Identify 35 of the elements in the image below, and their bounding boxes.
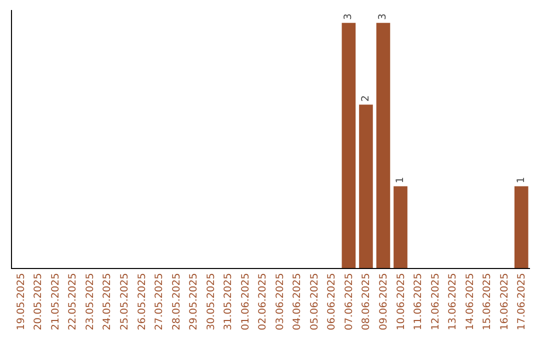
data-label: 3 bbox=[378, 14, 389, 20]
x-tick-label: 27.05.2025 bbox=[154, 273, 166, 330]
x-tick-label: 13.06.2025 bbox=[448, 273, 459, 330]
x-tick-label: 19.05.2025 bbox=[16, 273, 27, 330]
x-tick-label: 02.06.2025 bbox=[258, 273, 269, 330]
x-tick-label: 06.06.2025 bbox=[326, 273, 338, 330]
x-tick-label: 28.05.2025 bbox=[171, 273, 182, 330]
x-tick-label: 20.05.2025 bbox=[33, 273, 44, 330]
x-tick-label: 24.05.2025 bbox=[102, 273, 114, 330]
x-tick-label: 21.05.2025 bbox=[50, 273, 62, 330]
x-tick-label: 09.06.2025 bbox=[378, 273, 390, 330]
data-label: 3 bbox=[343, 14, 354, 20]
x-tick-label: 07.06.2025 bbox=[344, 273, 355, 330]
x-tick-label: 29.05.2025 bbox=[188, 273, 200, 330]
x-tick-label: 25.05.2025 bbox=[119, 273, 130, 330]
x-tick-label: 26.05.2025 bbox=[136, 273, 148, 330]
x-tick-label: 16.06.2025 bbox=[499, 273, 510, 330]
x-tick-label: 04.06.2025 bbox=[292, 273, 304, 330]
x-tick-label: 01.06.2025 bbox=[240, 273, 252, 330]
x-tick-label: 30.05.2025 bbox=[206, 273, 217, 330]
x-tick-label: 11.06.2025 bbox=[413, 273, 424, 330]
x-tick-label: 15.06.2025 bbox=[482, 273, 494, 330]
x-tick-label: 12.06.2025 bbox=[430, 273, 442, 330]
x-tick-label: 22.05.2025 bbox=[68, 273, 79, 330]
x-tick-label: 23.05.2025 bbox=[84, 273, 96, 330]
x-tick-label: 03.06.2025 bbox=[274, 273, 286, 330]
x-tick-label: 14.06.2025 bbox=[464, 273, 476, 330]
x-tick-label: 17.06.2025 bbox=[516, 273, 528, 330]
x-tick-label: 05.06.2025 bbox=[309, 273, 320, 330]
x-tick-label: 10.06.2025 bbox=[396, 273, 407, 330]
data-label: 2 bbox=[360, 95, 372, 102]
data-label: 1 bbox=[395, 176, 406, 184]
data-label: 1 bbox=[516, 176, 527, 184]
x-tick-label: 31.05.2025 bbox=[223, 273, 234, 330]
x-tick-label: 08.06.2025 bbox=[361, 273, 372, 330]
